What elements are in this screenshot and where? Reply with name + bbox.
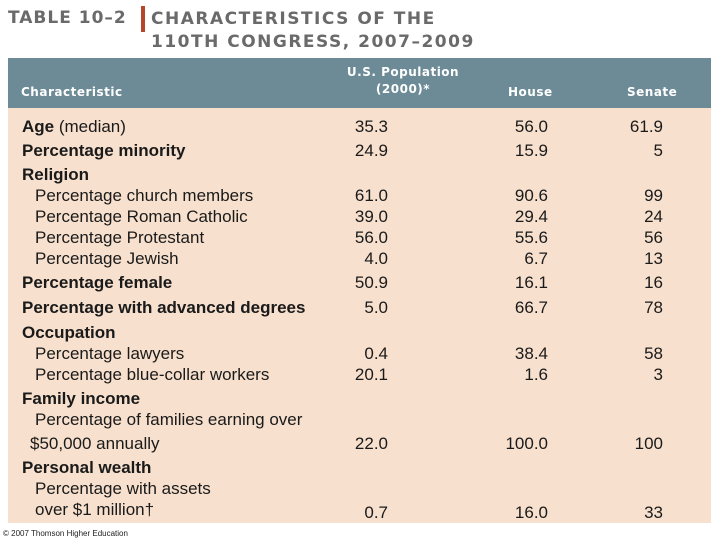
- table-number: TABLE 10–2: [8, 8, 127, 28]
- row-assets-over-1m-line-2: over $1 million† 0.7 16.0 33: [8, 499, 711, 523]
- cell-house: 16.1: [514, 273, 548, 292]
- cell-senate: 3: [653, 365, 663, 384]
- row-lawyers: Percentage lawyers 0.4 38.4 58: [8, 343, 711, 364]
- row-label: Percentage church members: [35, 186, 254, 205]
- row-jewish: Percentage Jewish 4.0 6.7 13: [8, 248, 711, 272]
- cell-population: 39.0: [354, 207, 388, 226]
- cell-senate: 56: [644, 228, 663, 247]
- section-heading: Personal wealth: [22, 458, 152, 477]
- row-church-members: Percentage church members 61.0 90.6 99: [8, 185, 711, 206]
- cell-house: 15.9: [514, 141, 548, 160]
- row-advanced-degrees: Percentage with advanced degrees 5.0 66.…: [8, 297, 711, 322]
- cell-population: 22.0: [354, 434, 388, 453]
- row-label: Percentage minority: [22, 141, 186, 160]
- row-personal-wealth-heading: Personal wealth: [8, 457, 711, 478]
- cell-house: 56.0: [514, 117, 548, 136]
- title-divider-bar: [141, 6, 145, 32]
- cell-population: 20.1: [354, 365, 388, 384]
- cell-population: 35.3: [354, 117, 388, 136]
- row-label-line-2: $50,000 annually: [30, 434, 160, 453]
- cell-senate: 100: [634, 434, 663, 453]
- row-label-line-1: Percentage of families earning over: [35, 410, 303, 429]
- row-protestant: Percentage Protestant 56.0 55.6 56: [8, 227, 711, 248]
- row-label: Percentage Roman Catholic: [35, 207, 248, 226]
- cell-senate: 24: [644, 207, 663, 226]
- row-family-income-heading: Family income: [8, 388, 711, 409]
- cell-population: 24.9: [354, 141, 388, 160]
- cell-senate: 78: [644, 298, 663, 317]
- row-label-line-2: over $1 million†: [35, 500, 155, 519]
- header-us-population-line-1: U.S. Population: [346, 65, 460, 79]
- row-label-line-1: Percentage with assets: [35, 479, 211, 498]
- cell-senate: 58: [644, 344, 663, 363]
- table-heading: CHARACTERISTICS OF THE 110TH CONGRESS, 2…: [151, 8, 475, 54]
- header-us-population: U.S. Population (2000)*: [338, 64, 468, 98]
- cell-house: 38.4: [514, 344, 548, 363]
- row-label-qualifier: (median): [54, 117, 126, 136]
- row-label: Percentage Protestant: [35, 228, 205, 247]
- cell-senate: 99: [644, 186, 663, 205]
- section-heading: Occupation: [22, 323, 116, 342]
- cell-house: 16.0: [514, 503, 548, 522]
- table-heading-line-2: 110TH CONGRESS, 2007–2009: [151, 32, 475, 52]
- copyright-notice: © 2007 Thomson Higher Education: [3, 529, 128, 538]
- cell-population: 61.0: [354, 186, 388, 205]
- row-families-over-50k-line-1: Percentage of families earning over: [8, 409, 711, 433]
- row-families-over-50k-line-2: $50,000 annually 22.0 100.0 100: [8, 433, 711, 457]
- row-label: Percentage blue-collar workers: [35, 365, 270, 384]
- cell-house: 66.7: [514, 298, 548, 317]
- cell-senate: 61.9: [629, 117, 663, 136]
- row-percentage-minority: Percentage minority 24.9 15.9 5: [8, 140, 711, 164]
- row-assets-over-1m-line-1: Percentage with assets: [8, 478, 711, 499]
- cell-house: 100.0: [505, 434, 548, 453]
- table-header: Characteristic U.S. Population (2000)* H…: [8, 58, 711, 108]
- cell-senate: 16: [644, 273, 663, 292]
- row-label: Percentage lawyers: [35, 344, 185, 363]
- row-label: Percentage with advanced degrees: [22, 298, 306, 317]
- cell-house: 1.6: [524, 365, 548, 384]
- row-label-bold: Age: [22, 117, 55, 136]
- cell-population: 0.4: [364, 344, 388, 363]
- cell-senate: 13: [644, 249, 663, 268]
- cell-house: 55.6: [514, 228, 548, 247]
- cell-population: 50.9: [354, 273, 388, 292]
- cell-senate: 33: [644, 503, 663, 522]
- cell-population: 0.7: [364, 503, 388, 522]
- cell-house: 90.6: [514, 186, 548, 205]
- cell-senate: 5: [653, 141, 663, 160]
- row-label: Percentage female: [22, 273, 173, 292]
- row-roman-catholic: Percentage Roman Catholic 39.0 29.4 24: [8, 206, 711, 227]
- cell-population: 5.0: [364, 298, 388, 317]
- cell-population: 56.0: [354, 228, 388, 247]
- section-heading: Family income: [22, 389, 141, 408]
- row-blue-collar: Percentage blue-collar workers 20.1 1.6 …: [8, 364, 711, 388]
- header-senate: Senate: [627, 85, 678, 99]
- congress-characteristics-table: Characteristic U.S. Population (2000)* H…: [8, 58, 711, 523]
- section-heading: Religion: [22, 165, 90, 184]
- row-label: Percentage Jewish: [35, 249, 179, 268]
- header-us-population-line-2: (2000)*: [375, 82, 431, 96]
- row-age: Age (median) 35.3 56.0 61.9: [8, 116, 711, 140]
- table-heading-line-1: CHARACTERISTICS OF THE: [151, 9, 436, 29]
- cell-house: 29.4: [514, 207, 548, 226]
- row-occupation-heading: Occupation: [8, 322, 711, 343]
- header-house: House: [508, 85, 553, 99]
- row-label: Age (median): [22, 116, 126, 137]
- cell-population: 4.0: [364, 249, 388, 268]
- row-religion-heading: Religion: [8, 164, 711, 185]
- cell-house: 6.7: [524, 249, 548, 268]
- header-characteristic: Characteristic: [21, 85, 123, 99]
- table-body: Age (median) 35.3 56.0 61.9 Percentage m…: [8, 116, 711, 523]
- row-percentage-female: Percentage female 50.9 16.1 16: [8, 272, 711, 297]
